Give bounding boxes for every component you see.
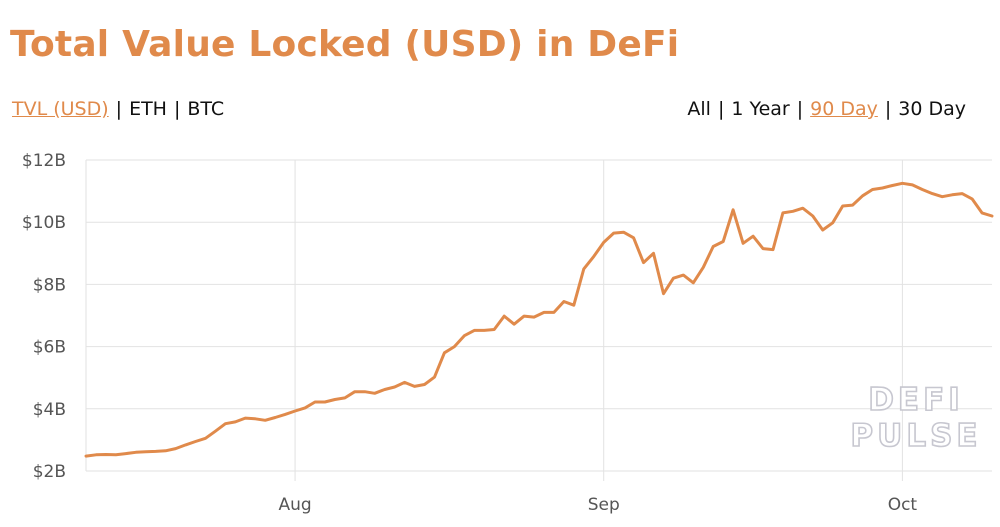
y-tick-label: $4B bbox=[33, 400, 66, 420]
separator: | bbox=[717, 98, 725, 120]
y-gridlines bbox=[86, 159, 992, 472]
x-tick-label: Aug bbox=[278, 495, 311, 515]
metric-option-tvl[interactable]: TVL (USD) bbox=[12, 98, 109, 120]
watermark-logo: DEFI PULSE bbox=[850, 381, 981, 455]
y-axis-ticks: $2B $4B $6B $8B $10B $12B bbox=[22, 151, 66, 482]
page-title: Total Value Locked (USD) in DeFi bbox=[10, 24, 680, 65]
metric-option-btc[interactable]: BTC bbox=[187, 98, 225, 120]
x-axis-ticks: Aug Sep Oct bbox=[278, 495, 917, 515]
separator: | bbox=[796, 98, 804, 120]
y-tick-label: $6B bbox=[33, 338, 66, 358]
y-tick-label: $8B bbox=[33, 275, 66, 295]
series-line-tvl bbox=[84, 181, 994, 458]
watermark-line-2: PULSE bbox=[850, 418, 981, 454]
metric-toggle-group: TVL (USD) | ETH | BTC bbox=[12, 98, 224, 120]
x-tick-label: Sep bbox=[588, 495, 620, 515]
metric-option-eth[interactable]: ETH bbox=[129, 98, 167, 120]
x-gridlines bbox=[85, 160, 903, 481]
watermark-line-1: DEFI bbox=[868, 382, 964, 418]
x-tick-label: Oct bbox=[888, 495, 918, 515]
separator: | bbox=[115, 98, 123, 120]
range-option-all[interactable]: All bbox=[687, 98, 711, 120]
range-option-1-year[interactable]: 1 Year bbox=[731, 98, 790, 120]
y-tick-label: $12B bbox=[22, 151, 66, 171]
range-option-90-day[interactable]: 90 Day bbox=[810, 98, 878, 120]
range-option-30-day[interactable]: 30 Day bbox=[898, 98, 966, 120]
separator: | bbox=[173, 98, 181, 120]
y-tick-label: $2B bbox=[33, 462, 66, 482]
separator: | bbox=[884, 98, 892, 120]
range-toggle-group: All | 1 Year | 90 Day | 30 Day bbox=[687, 98, 966, 120]
y-tick-label: $10B bbox=[22, 213, 66, 233]
